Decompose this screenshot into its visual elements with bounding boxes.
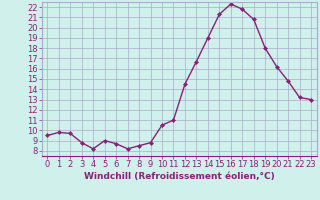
X-axis label: Windchill (Refroidissement éolien,°C): Windchill (Refroidissement éolien,°C) bbox=[84, 172, 275, 181]
